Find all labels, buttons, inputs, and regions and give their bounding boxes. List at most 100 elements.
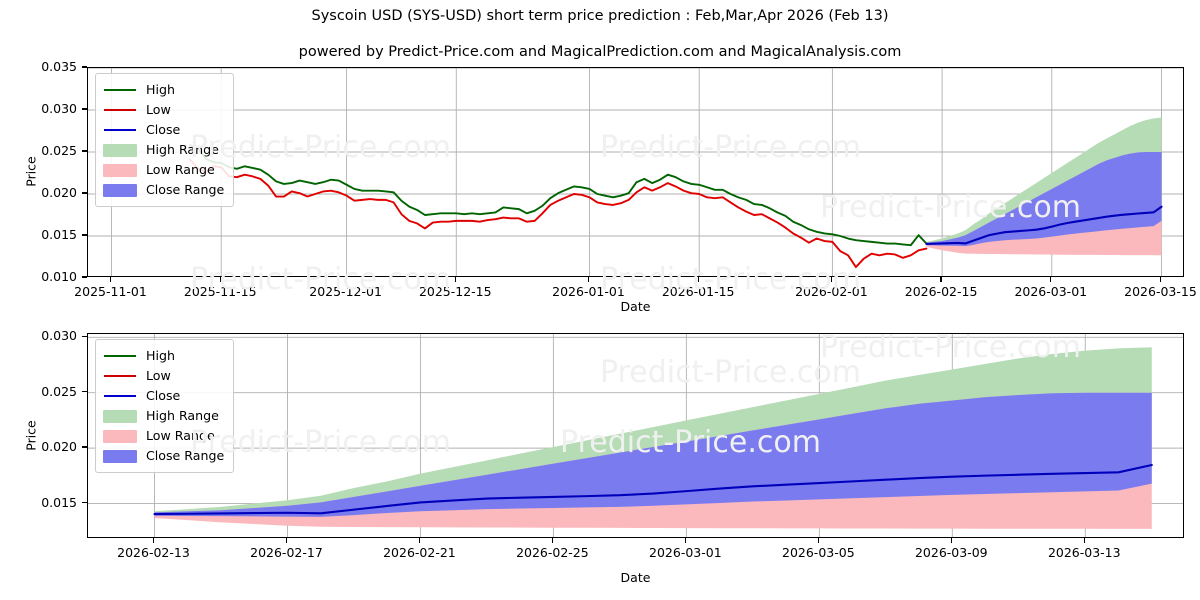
y-tick-label: 0.030 (41, 101, 77, 116)
x-tick-label: 2026-01-01 (552, 284, 625, 299)
legend-bottom: High Low Close High Range Low Range Close Ran… (95, 339, 235, 473)
legend-label: Low Range (146, 427, 215, 443)
y-tick-label: 0.025 (41, 143, 77, 158)
x-axis-label-top: Date (620, 299, 651, 314)
x-tick-mark (152, 538, 155, 543)
legend-swatch-high-icon (103, 350, 137, 363)
legend-label: High Range (146, 141, 219, 157)
y-tick-label: 0.030 (41, 328, 77, 344)
legend-item-high: High (103, 80, 224, 100)
x-tick-label: 2026-03-01 (649, 545, 722, 560)
x-tick-mark (587, 277, 590, 282)
page-subtitle: powered by Predict-Price.com and Magical… (298, 44, 902, 60)
plot-svg-top (88, 68, 1183, 276)
legend-swatch-close-icon (103, 390, 137, 403)
x-tick-label: 2026-02-21 (383, 545, 456, 560)
legend-swatch-close-range-icon (103, 183, 137, 197)
x-tick-label: 2026-03-15 (1124, 284, 1197, 299)
x-tick-label: 2026-02-13 (117, 545, 190, 560)
legend-swatch-low-range-icon (103, 429, 137, 443)
y-axis-label-bottom: Price (23, 420, 39, 451)
legend-label: Close (146, 387, 181, 403)
x-tick-label: 2026-02-15 (904, 284, 978, 299)
legend-label: Low (146, 367, 171, 383)
x-tick-mark (551, 538, 554, 543)
x-tick-mark (1050, 277, 1052, 282)
x-tick-mark (344, 277, 347, 282)
legend-label: High Range (146, 407, 219, 423)
page-title: Syscoin USD (SYS-USD) short term price p… (311, 8, 889, 24)
legend-item-close-range: Close Range (103, 180, 224, 200)
legend-swatch-high-range-icon (103, 143, 137, 157)
y-tick-mark (82, 192, 87, 194)
y-tick-label: 0.010 (41, 269, 77, 284)
y-tick-label: 0.015 (41, 227, 77, 242)
legend-label: Low Range (146, 161, 215, 177)
legend-swatch-close-range-icon (103, 449, 137, 463)
legend-swatch-high-icon (103, 84, 137, 97)
legend-item-close-range: Close Range (103, 446, 224, 466)
legend-item-close: Close (103, 386, 224, 406)
x-tick-label: 2026-02-17 (250, 545, 323, 560)
x-tick-mark (418, 538, 421, 543)
x-tick-mark (940, 277, 942, 282)
y-tick-label: 0.025 (41, 383, 77, 399)
x-tick-label: 2025-11-01 (74, 284, 147, 299)
x-tick-label: 2026-02-01 (795, 284, 868, 299)
legend-swatch-low-icon (103, 370, 137, 383)
x-tick-mark (1083, 538, 1085, 543)
chart-top (87, 67, 1184, 277)
legend-item-low: Low (103, 100, 224, 120)
y-tick-mark (82, 66, 87, 68)
legend-swatch-high-range-icon (103, 409, 137, 423)
legend-item-low: Low (103, 366, 224, 386)
y-tick-label: 0.020 (41, 185, 77, 200)
chart-bottom (87, 333, 1184, 538)
x-tick-label: 2025-12-15 (418, 284, 492, 299)
legend-swatch-close-icon (103, 124, 137, 137)
y-tick-mark (82, 446, 87, 448)
plot-svg-bottom (88, 334, 1183, 537)
legend-item-high: High (103, 346, 224, 366)
y-tick-mark (82, 108, 87, 110)
x-tick-label: 2026-02-25 (516, 545, 589, 560)
legend-label: Low (146, 101, 171, 117)
x-tick-mark (950, 538, 952, 543)
legend-top: High Low Close High Range Low Range Close Ran… (95, 73, 235, 207)
legend-swatch-low-icon (103, 104, 137, 117)
x-axis-label-bottom: Date (620, 570, 651, 585)
x-tick-label: 2026-03-09 (914, 545, 988, 560)
x-tick-mark (697, 277, 699, 282)
x-tick-label: 2025-11-15 (183, 284, 257, 299)
x-tick-label: 2025-12-01 (309, 284, 382, 299)
x-tick-label: 2026-01-15 (661, 284, 735, 299)
y-tick-label: 0.035 (41, 59, 77, 74)
x-tick-mark (1159, 277, 1162, 282)
legend-label: High (146, 347, 175, 363)
x-tick-mark (219, 277, 221, 282)
y-tick-mark (82, 234, 87, 236)
legend-item-low-range: Low Range (103, 426, 224, 446)
legend-item-high-range: High Range (103, 406, 224, 426)
x-tick-mark (684, 538, 686, 543)
y-tick-mark (82, 391, 87, 393)
x-tick-label: 2026-03-01 (1014, 284, 1088, 299)
legend-swatch-low-range-icon (103, 163, 137, 177)
x-tick-mark (285, 538, 288, 543)
legend-label: Close (146, 121, 181, 137)
x-tick-mark (830, 277, 833, 282)
y-tick-mark (82, 150, 87, 152)
x-tick-mark (817, 538, 819, 543)
plot-area-top (87, 67, 1184, 277)
legend-item-high-range: High Range (103, 140, 224, 160)
y-tick-label: 0.020 (41, 439, 77, 455)
legend-label: Close Range (146, 447, 225, 463)
y-tick-mark (82, 276, 87, 278)
x-tick-mark (109, 277, 112, 282)
x-tick-mark (454, 277, 456, 282)
legend-label: High (146, 81, 175, 97)
y-tick-mark (82, 501, 87, 504)
legend-item-close: Close (103, 120, 224, 140)
legend-label: Close Range (146, 181, 225, 197)
